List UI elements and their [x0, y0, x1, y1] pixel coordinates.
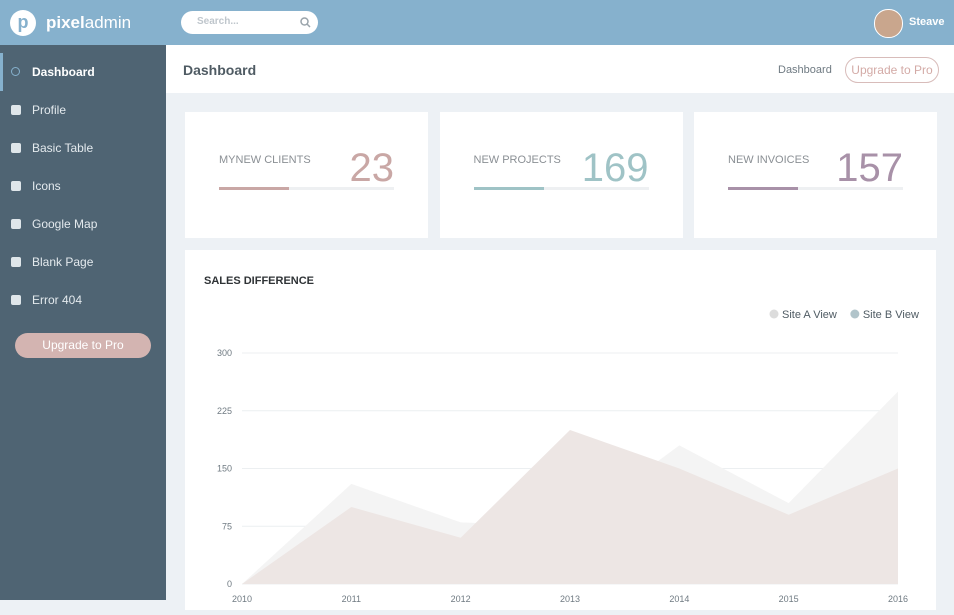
x-tick-label: 2016 [888, 594, 908, 604]
progress-track [219, 187, 394, 190]
nav-icon [11, 67, 20, 76]
breadcrumb[interactable]: Dashboard [778, 64, 832, 76]
nav-icon [11, 105, 21, 115]
nav-icon [11, 143, 21, 153]
page-header: Dashboard Dashboard Upgrade to Pro [166, 45, 954, 93]
top-bar: p pixeladmin Search... Steave [0, 0, 954, 45]
y-tick-label: 0 [227, 579, 232, 589]
nav-label: Google Map [32, 217, 98, 231]
nav-item[interactable]: Icons [0, 167, 166, 205]
stat-value: 157 [836, 146, 903, 190]
x-tick-label: 2012 [451, 594, 471, 604]
nav-icon [11, 257, 21, 267]
nav-icon [11, 295, 21, 305]
progress-track [728, 187, 903, 190]
nav-item[interactable]: Profile [0, 91, 166, 129]
nav-label: Error 404 [32, 293, 83, 307]
active-indicator [0, 53, 3, 91]
stat-label: NEW INVOICES [728, 154, 810, 166]
x-tick-label: 2011 [342, 594, 361, 604]
stat-card: NEW INVOICES 157 [694, 112, 937, 238]
stat-value: 169 [581, 146, 649, 190]
x-tick-label: 2013 [560, 594, 580, 604]
x-tick-label: 2010 [232, 594, 252, 604]
progress-track [473, 187, 649, 190]
nav-label: Icons [32, 179, 61, 193]
brand-bold: pixel [46, 13, 85, 32]
stat-value: 23 [349, 146, 395, 190]
nav-item[interactable]: Blank Page [0, 243, 166, 281]
nav-label: Profile [32, 103, 67, 117]
area [242, 430, 898, 584]
nav-item[interactable]: Google Map [0, 205, 166, 243]
progress-fill [219, 187, 289, 190]
legend-dot [769, 309, 779, 319]
x-tick-label: 2014 [669, 594, 689, 604]
sidebar: Dashboard Profile Basic Table Icons Google M… [0, 45, 166, 600]
y-tick-label: 225 [217, 406, 232, 416]
nav-icon [11, 181, 21, 191]
legend-label: Site A View [782, 309, 837, 321]
nav-label: Dashboard [32, 65, 95, 79]
stat-card: NEW PROJECTS 169 [439, 112, 683, 238]
legend-dot [850, 309, 860, 319]
header-upgrade-button[interactable]: Upgrade to Pro [845, 57, 939, 83]
brand-light: admin [84, 13, 132, 32]
y-tick-label: 150 [217, 464, 232, 474]
nav-label: Blank Page [32, 255, 94, 269]
brand[interactable]: pixeladmin [46, 13, 131, 33]
chart-card: SALES DIFFERENCE 0 75 150 225 300 2010 2011 201… [185, 250, 936, 610]
legend-label: Site B View [863, 309, 919, 321]
chart: SALES DIFFERENCE 0 75 150 225 300 2010 2011 201… [204, 275, 919, 604]
chart-title: SALES DIFFERENCE [204, 275, 314, 287]
progress-fill [473, 187, 544, 190]
nav-icon [11, 219, 21, 229]
upgrade-button[interactable]: Upgrade to Pro [15, 333, 151, 358]
progress-fill [728, 187, 798, 190]
user-name[interactable]: Steave [909, 16, 945, 28]
nav-item[interactable]: Error 404 [0, 281, 166, 319]
nav-item[interactable]: Dashboard [0, 53, 166, 91]
stat-label: NEW PROJECTS [473, 154, 561, 166]
y-tick-label: 300 [217, 348, 232, 358]
stat-card: MYNEW CLIENTS 23 [185, 112, 428, 238]
nav-item[interactable]: Basic Table [0, 129, 166, 167]
stat-label: MYNEW CLIENTS [219, 154, 311, 166]
y-tick-label: 75 [222, 521, 232, 531]
search-box[interactable]: Search... [181, 11, 318, 34]
logo[interactable]: p [10, 10, 36, 36]
search-placeholder: Search... [197, 16, 239, 27]
x-tick-label: 2015 [779, 594, 799, 604]
avatar[interactable] [874, 9, 903, 38]
page-title: Dashboard [183, 62, 257, 78]
search-icon [300, 17, 311, 28]
nav-label: Basic Table [32, 141, 94, 155]
